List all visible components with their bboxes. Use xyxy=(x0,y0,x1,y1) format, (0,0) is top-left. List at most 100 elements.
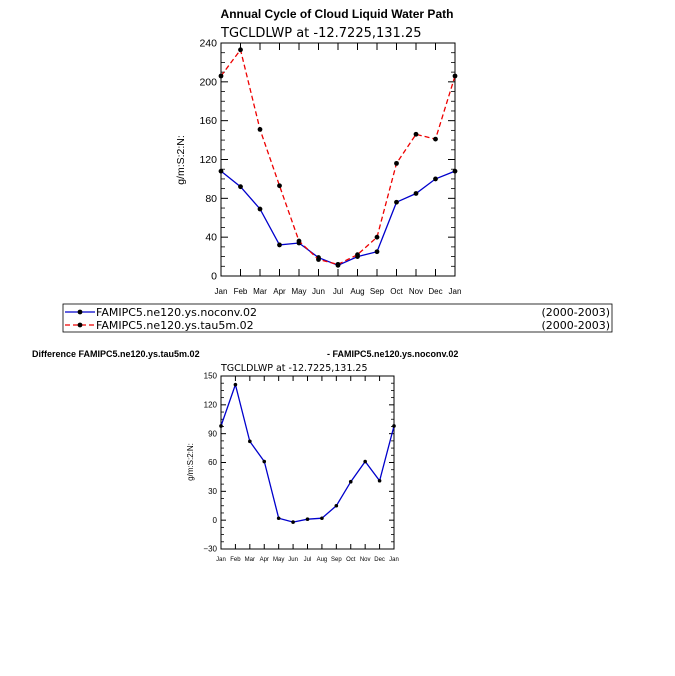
y-tick-label: 150 xyxy=(204,372,218,381)
data-point xyxy=(291,520,295,524)
y-tick-label: 60 xyxy=(208,458,217,467)
legend-period-tau5m: (2000-2003) xyxy=(541,319,610,332)
data-point xyxy=(433,176,438,182)
x-tick-label: Oct xyxy=(346,557,356,563)
x-tick-label: Feb xyxy=(234,287,248,296)
legend-box xyxy=(62,303,613,333)
legend-marker-noconv xyxy=(77,309,83,315)
x-tick-label: Dec xyxy=(374,557,385,563)
data-point xyxy=(218,73,224,79)
x-tick-label: May xyxy=(273,557,284,563)
data-point xyxy=(335,261,341,267)
x-tick-label: Nov xyxy=(360,557,371,563)
data-point xyxy=(233,382,238,387)
x-tick-label: Aug xyxy=(350,287,364,296)
legend-entry-tau5m: FAMIPC5.ne120.ys.tau5m.02 (2000-2003) xyxy=(65,319,610,332)
main-legend: FAMIPC5.ne120.ys.noconv.02 (2000-2003) F… xyxy=(62,303,613,333)
data-point xyxy=(413,191,419,196)
data-point xyxy=(452,73,458,79)
y-tick-label: 90 xyxy=(208,429,217,438)
x-tick-label: Oct xyxy=(390,287,403,296)
diff-chart-subtitle: TGCLDLWP at -12.7225,131.25 xyxy=(220,363,368,374)
x-tick-label: Mar xyxy=(253,287,267,296)
legend-marker-tau5m xyxy=(77,322,83,328)
main-plot-frame xyxy=(220,42,456,277)
series-line xyxy=(220,170,456,267)
x-tick-label: Jul xyxy=(333,287,343,296)
x-tick-label: Sep xyxy=(370,287,385,296)
series-line xyxy=(220,382,395,523)
data-point xyxy=(392,424,396,428)
main-plot-area: 0 40 80 120 160 200 240 Jan Feb Mar Apr May Jun Jul Au… xyxy=(199,38,461,297)
x-tick-label: Jun xyxy=(288,557,298,563)
data-point xyxy=(374,234,380,240)
y-tick-label: 200 xyxy=(199,76,217,88)
y-tick-label: 240 xyxy=(199,38,217,50)
data-point xyxy=(257,127,263,132)
data-point xyxy=(277,183,282,189)
data-point xyxy=(296,238,302,244)
legend-label-noconv: FAMIPC5.ne120.ys.noconv.02 xyxy=(96,306,257,319)
data-point xyxy=(262,459,267,464)
y-tick-label: 30 xyxy=(208,487,217,496)
diff-label-left: Difference FAMIPC5.ne120.ys.tau5m.02 xyxy=(32,349,200,359)
x-tick-label: Jan xyxy=(215,287,228,296)
data-point xyxy=(320,516,324,521)
data-point xyxy=(355,252,360,258)
data-point xyxy=(276,516,281,521)
data-point xyxy=(316,257,321,262)
main-y-axis-label: g/m:S:2:N: xyxy=(175,135,187,185)
x-tick-label: Mar xyxy=(245,557,255,563)
x-tick-label: Apr xyxy=(273,287,286,296)
data-point xyxy=(238,47,243,53)
x-tick-label: Feb xyxy=(230,557,241,563)
data-point xyxy=(377,478,382,483)
x-tick-label: Sep xyxy=(331,557,342,563)
y-tick-label: 160 xyxy=(199,115,217,127)
data-point xyxy=(218,168,224,174)
y-tick-label: 40 xyxy=(205,232,217,244)
y-tick-label: 120 xyxy=(204,401,218,410)
diff-plot-area: −30 0 30 60 90 120 150 Jan Feb Mar Apr May Jun Jul Aug… xyxy=(203,372,398,563)
diff-y-axis-label: g/m:S:2:N: xyxy=(186,443,195,481)
diff-plot-frame xyxy=(220,375,395,550)
data-point xyxy=(452,168,458,174)
legend-label-tau5m: FAMIPC5.ne120.ys.tau5m.02 xyxy=(96,319,254,332)
main-chart-title: Annual Cycle of Cloud Liquid Water Path xyxy=(221,7,454,21)
data-point xyxy=(219,424,223,428)
x-tick-label: Apr xyxy=(260,557,269,563)
data-point xyxy=(334,503,339,508)
data-point xyxy=(413,131,419,137)
x-tick-label: Jun xyxy=(312,287,325,296)
x-tick-label: Nov xyxy=(409,287,423,296)
data-point xyxy=(363,459,367,464)
x-tick-label: Jan xyxy=(449,287,462,296)
x-tick-label: Jan xyxy=(216,557,226,563)
data-point xyxy=(248,439,252,444)
legend-period-noconv: (2000-2003) xyxy=(541,306,610,319)
y-tick-label: 0 xyxy=(211,271,217,283)
x-tick-label: Dec xyxy=(428,287,442,296)
x-tick-label: Aug xyxy=(317,557,328,563)
y-tick-label: 80 xyxy=(205,193,217,205)
data-point xyxy=(433,136,438,142)
x-tick-label: May xyxy=(291,287,306,296)
main-chart-subtitle: TGCLDLWP at -12.7225,131.25 xyxy=(220,26,421,41)
y-tick-label: 0 xyxy=(213,516,218,525)
y-tick-label: 120 xyxy=(199,154,217,166)
data-point xyxy=(394,160,399,166)
x-tick-label: Jul xyxy=(304,557,312,563)
data-point xyxy=(348,479,353,484)
series-line xyxy=(220,48,456,266)
diff-label-right: - FAMIPC5.ne120.ys.noconv.02 xyxy=(327,349,458,359)
data-point xyxy=(305,517,310,522)
data-point xyxy=(394,199,399,205)
data-point xyxy=(277,242,282,248)
data-point xyxy=(238,184,243,190)
data-point xyxy=(257,206,263,212)
data-point xyxy=(374,249,380,255)
legend-entry-noconv: FAMIPC5.ne120.ys.noconv.02 (2000-2003) xyxy=(65,306,610,319)
x-tick-label: Jan xyxy=(389,557,399,563)
y-tick-label: −30 xyxy=(203,545,217,554)
